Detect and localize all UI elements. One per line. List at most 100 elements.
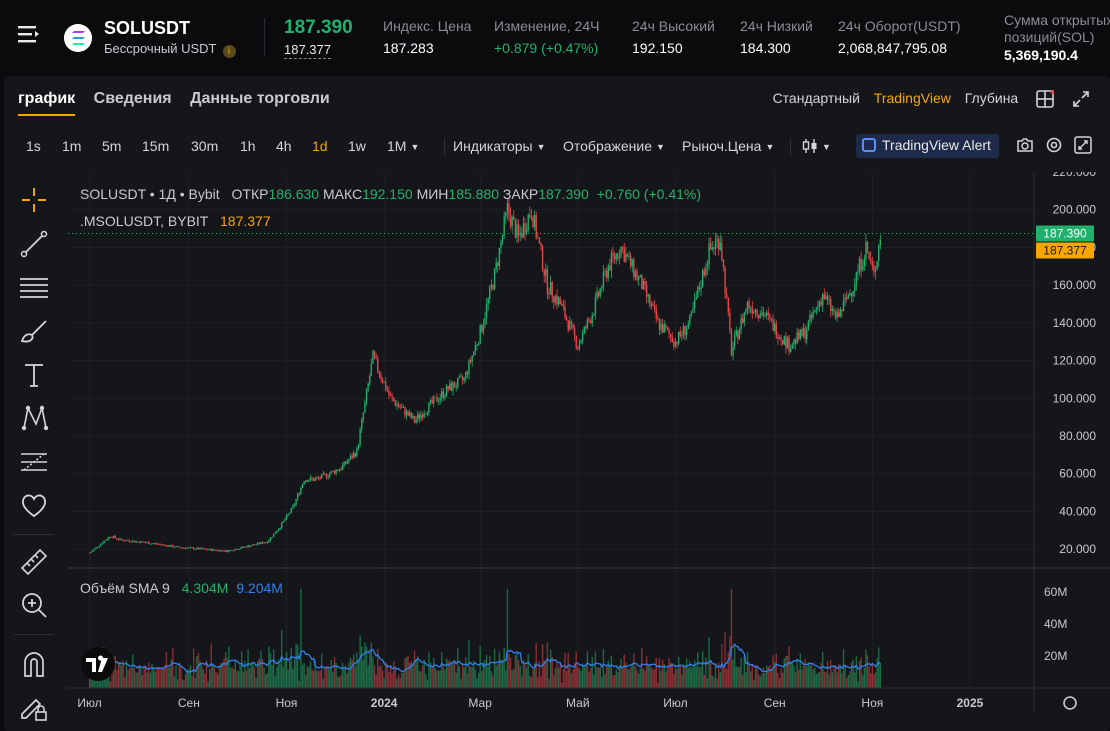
interval-1m[interactable]: 1m <box>62 138 82 154</box>
volume-bar <box>341 662 344 688</box>
price-chart[interactable]: 220.000200.000180.000160.000140.000120.0… <box>68 172 1110 712</box>
candle-body <box>135 541 137 543</box>
display-dropdown[interactable]: Отображение ▼ <box>563 138 665 154</box>
interval-4h[interactable]: 4h <box>276 138 292 154</box>
expand-icon[interactable] <box>1072 90 1090 108</box>
text-icon[interactable] <box>18 359 50 391</box>
candle-body <box>101 543 104 545</box>
candle-body <box>460 376 462 378</box>
candle-body <box>562 304 565 307</box>
volume-bar <box>578 668 581 688</box>
volume-bar <box>650 667 653 688</box>
volume-bar <box>517 659 520 688</box>
volume-bar <box>791 661 793 688</box>
interval-30m[interactable]: 30m <box>191 138 219 154</box>
candle-body <box>772 319 774 331</box>
grid-layout-icon[interactable] <box>1036 90 1055 109</box>
volume-bar <box>685 658 688 688</box>
volume-bar <box>657 682 659 688</box>
candle-body <box>810 314 813 319</box>
volume-bar <box>279 663 281 688</box>
info-icon[interactable]: i <box>222 45 236 58</box>
y-tick-label: 140.000 <box>1053 316 1097 330</box>
interval-1w[interactable]: 1w <box>348 138 366 154</box>
volume-bar <box>780 668 782 688</box>
view-standard[interactable]: Стандартный <box>772 90 860 106</box>
candle-body <box>285 515 288 520</box>
stat-label: 24ч Оборот(USDT) <box>838 18 961 34</box>
indicators-dropdown[interactable]: Индикаторы ▼ <box>453 138 546 154</box>
candle-body <box>473 351 475 356</box>
chart-panel: график Сведения Данные торговли Стандарт… <box>4 76 1110 731</box>
view-depth[interactable]: Глубина <box>964 90 1019 106</box>
candle-body <box>548 293 550 295</box>
volume-bar <box>393 661 395 688</box>
volume-bar <box>268 646 270 688</box>
candle-body <box>362 412 365 420</box>
y-tick-label: 60.000 <box>1059 467 1096 481</box>
interval-5m[interactable]: 5m <box>102 138 122 154</box>
trend-line-icon[interactable] <box>18 228 50 260</box>
menu-icon[interactable] <box>18 24 40 44</box>
volume-bar <box>178 662 180 688</box>
volume-bar <box>854 672 856 688</box>
candle-body <box>466 371 469 375</box>
heart-icon[interactable] <box>18 489 50 521</box>
brush-icon[interactable] <box>18 315 50 347</box>
zoom-in-icon[interactable] <box>18 589 50 621</box>
volume-bar <box>583 665 585 688</box>
candle-body <box>140 541 142 543</box>
tab-info[interactable]: Сведения <box>93 90 172 107</box>
x-tick-label: Ноя <box>276 696 298 710</box>
candle-body <box>700 286 702 290</box>
fib-icon[interactable] <box>18 446 50 478</box>
candle-body <box>525 230 528 233</box>
interval-1d[interactable]: 1d <box>312 138 328 154</box>
view-tradingview[interactable]: TradingView <box>873 90 951 106</box>
volume-bar <box>417 656 419 688</box>
horizontal-lines-icon[interactable] <box>18 271 50 303</box>
tradingview-alert-button[interactable]: TradingView Alert <box>856 134 999 158</box>
volume-bar <box>689 661 691 688</box>
candle-body <box>404 407 406 416</box>
interval-1s[interactable]: 1s <box>26 138 41 154</box>
interval-1M-label: 1M <box>387 138 407 154</box>
tab-trading-data[interactable]: Данные торговли <box>190 90 330 107</box>
pattern-icon[interactable] <box>18 402 50 434</box>
candle-body <box>268 540 270 543</box>
lock-pencil-icon[interactable] <box>18 690 50 722</box>
candle-body <box>231 550 233 551</box>
candle-body <box>468 360 470 375</box>
candle-body <box>610 253 613 271</box>
volume-bar <box>357 659 360 688</box>
candle-body <box>162 544 164 546</box>
crosshair-icon[interactable] <box>18 184 50 216</box>
volume-bar <box>396 679 398 688</box>
price-type-dropdown[interactable]: Рыноч.Цена ▼ <box>682 138 774 154</box>
camera-icon[interactable] <box>1016 136 1034 154</box>
interval-1h[interactable]: 1h <box>240 138 256 154</box>
settings-icon[interactable] <box>1045 136 1063 154</box>
candle-body <box>836 312 838 318</box>
interval-1M[interactable]: 1M ▼ <box>387 138 419 154</box>
candle-body <box>764 315 766 317</box>
candle-body <box>858 258 861 273</box>
x-tick-label: Июл <box>77 696 101 710</box>
chart-type-dropdown[interactable]: ▼ <box>802 138 831 154</box>
ruler-icon[interactable] <box>18 546 50 578</box>
volume-bar <box>236 670 238 688</box>
volume-bar <box>471 667 473 688</box>
volume-bar <box>159 668 161 688</box>
volume-bar <box>482 662 485 688</box>
interval-15m[interactable]: 15m <box>142 138 170 154</box>
price-type-label: Рыноч.Цена <box>682 138 762 154</box>
tab-chart[interactable]: график <box>18 90 76 116</box>
candle-body <box>263 542 265 544</box>
volume-bar <box>205 660 208 688</box>
stat-value: 2,068,847,795.08 <box>838 40 947 56</box>
alarm-clock-icon <box>862 138 876 152</box>
candle-body <box>658 318 661 330</box>
magnet-icon[interactable] <box>18 648 50 680</box>
symbol-title[interactable]: SOLUSDT <box>104 18 191 38</box>
fullscreen-icon[interactable] <box>1074 136 1092 154</box>
